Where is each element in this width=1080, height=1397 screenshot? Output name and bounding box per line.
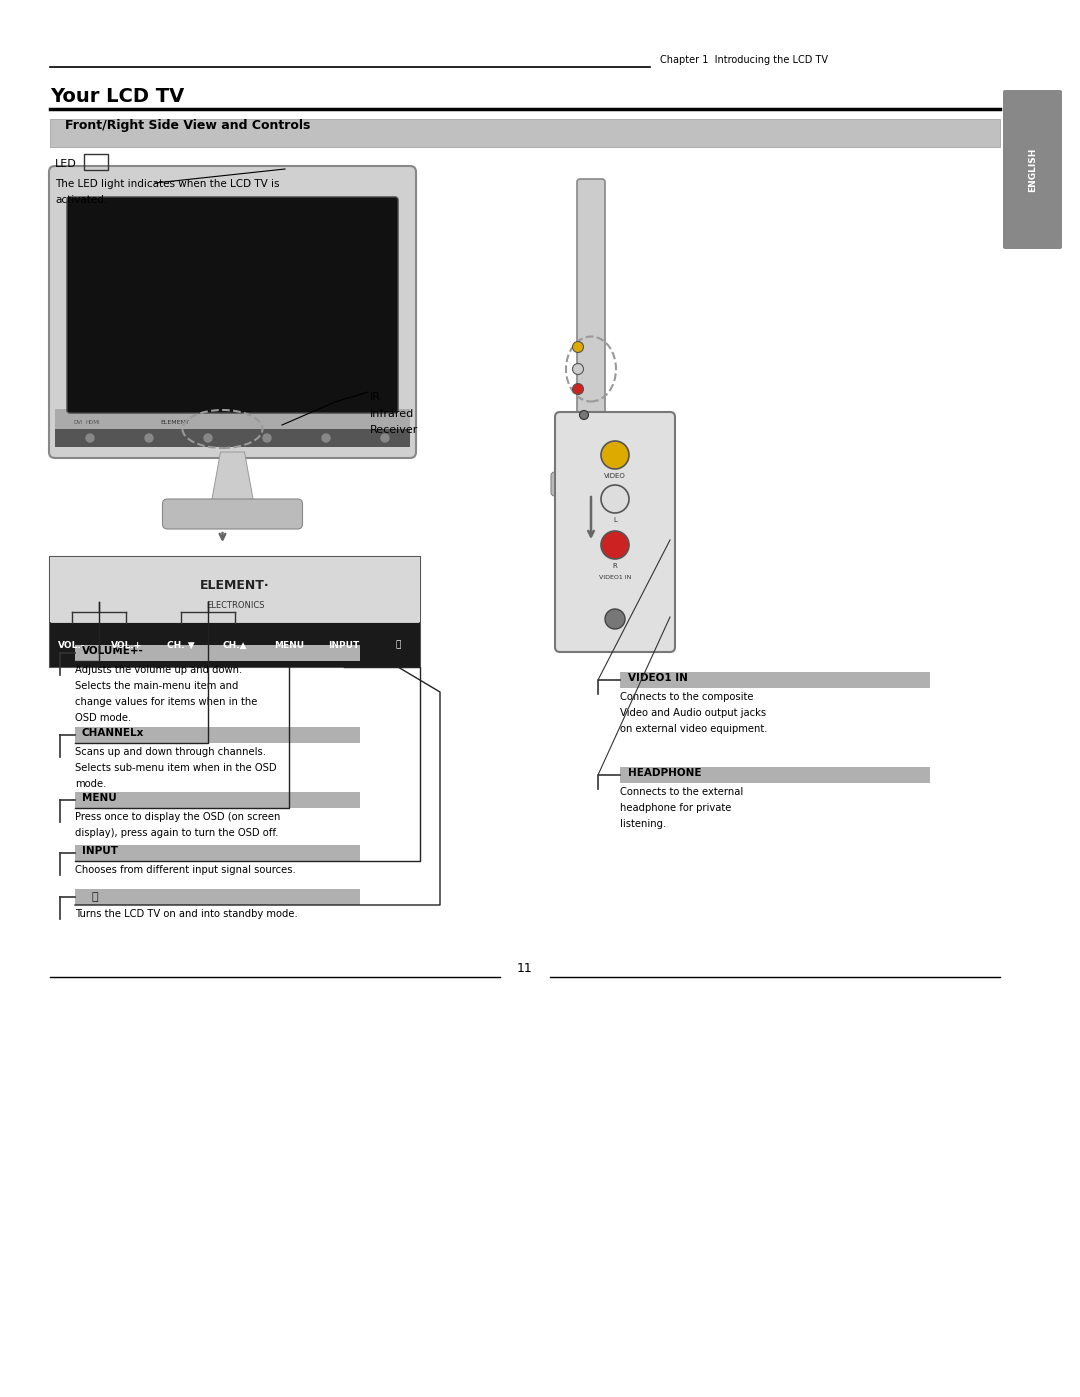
- Polygon shape: [572, 441, 610, 476]
- Circle shape: [572, 363, 583, 374]
- FancyBboxPatch shape: [620, 672, 930, 687]
- Text: Your LCD TV: Your LCD TV: [50, 87, 185, 106]
- Text: mode.: mode.: [75, 780, 106, 789]
- FancyBboxPatch shape: [75, 726, 360, 743]
- Text: IR: IR: [370, 393, 381, 402]
- FancyBboxPatch shape: [1003, 89, 1062, 249]
- Text: VOL.+: VOL.+: [110, 640, 143, 650]
- Text: L: L: [613, 517, 617, 522]
- Text: VIDEO1 IN: VIDEO1 IN: [627, 673, 688, 683]
- FancyBboxPatch shape: [75, 888, 360, 905]
- Text: Turns the LCD TV on and into standby mode.: Turns the LCD TV on and into standby mod…: [75, 909, 298, 919]
- Text: DVI: DVI: [73, 419, 82, 425]
- Text: VOL.-: VOL.-: [58, 640, 85, 650]
- Text: ELECTRONICS: ELECTRONICS: [206, 601, 265, 609]
- Circle shape: [572, 341, 583, 352]
- Circle shape: [605, 609, 625, 629]
- Text: HDMI: HDMI: [85, 419, 99, 425]
- Circle shape: [600, 531, 629, 559]
- FancyBboxPatch shape: [55, 429, 410, 447]
- Text: CH. ▼: CH. ▼: [166, 640, 194, 650]
- FancyBboxPatch shape: [50, 557, 420, 622]
- FancyBboxPatch shape: [50, 623, 420, 666]
- Text: INPUT: INPUT: [328, 640, 360, 650]
- Circle shape: [600, 441, 629, 469]
- FancyBboxPatch shape: [551, 472, 639, 496]
- FancyBboxPatch shape: [75, 792, 360, 807]
- Text: headphone for private: headphone for private: [620, 803, 731, 813]
- Text: LED: LED: [55, 159, 77, 169]
- Text: display), press again to turn the OSD off.: display), press again to turn the OSD of…: [75, 828, 279, 838]
- Circle shape: [264, 434, 271, 441]
- Text: OSD mode.: OSD mode.: [75, 712, 132, 724]
- Text: ⏻: ⏻: [395, 640, 401, 650]
- Circle shape: [381, 434, 389, 441]
- Text: Front/Right Side View and Controls: Front/Right Side View and Controls: [65, 119, 310, 131]
- FancyBboxPatch shape: [75, 645, 360, 661]
- Circle shape: [580, 411, 589, 419]
- Text: on external video equipment.: on external video equipment.: [620, 724, 768, 733]
- Text: Connects to the external: Connects to the external: [620, 787, 743, 798]
- Text: R: R: [612, 563, 618, 569]
- FancyBboxPatch shape: [620, 767, 930, 782]
- Text: activated.: activated.: [55, 196, 107, 205]
- Text: Video and Audio output jacks: Video and Audio output jacks: [620, 708, 766, 718]
- Text: CHANNELx: CHANNELx: [82, 728, 145, 738]
- FancyBboxPatch shape: [55, 409, 410, 447]
- Text: Scans up and down through channels.: Scans up and down through channels.: [75, 747, 266, 757]
- FancyBboxPatch shape: [50, 119, 1000, 147]
- Circle shape: [86, 434, 94, 441]
- Circle shape: [204, 434, 212, 441]
- FancyBboxPatch shape: [49, 166, 416, 458]
- Text: ⏻: ⏻: [92, 893, 98, 902]
- Text: Adjusts the volume up and down.: Adjusts the volume up and down.: [75, 665, 242, 675]
- Circle shape: [572, 384, 583, 394]
- Text: Selects the main-menu item and: Selects the main-menu item and: [75, 680, 239, 692]
- Text: CH.▲: CH.▲: [222, 640, 247, 650]
- Text: Chapter 1  Introducing the LCD TV: Chapter 1 Introducing the LCD TV: [660, 54, 828, 66]
- Text: 11: 11: [517, 963, 532, 975]
- Text: VIDEO: VIDEO: [604, 474, 626, 479]
- FancyBboxPatch shape: [67, 197, 399, 414]
- FancyBboxPatch shape: [555, 412, 675, 652]
- Text: Connects to the composite: Connects to the composite: [620, 692, 754, 703]
- Text: MENU: MENU: [82, 793, 117, 803]
- Text: Receiver: Receiver: [370, 425, 418, 434]
- Circle shape: [600, 485, 629, 513]
- Text: VIDEO1 IN: VIDEO1 IN: [598, 576, 631, 580]
- FancyBboxPatch shape: [162, 499, 302, 529]
- Text: ELEMENT·: ELEMENT·: [200, 578, 270, 591]
- Circle shape: [145, 434, 153, 441]
- Text: Infrared: Infrared: [370, 409, 415, 419]
- FancyBboxPatch shape: [75, 888, 360, 905]
- Text: ELEMENT: ELEMENT: [161, 419, 190, 425]
- Text: change values for items when in the: change values for items when in the: [75, 697, 257, 707]
- Text: Selects sub-menu item when in the OSD: Selects sub-menu item when in the OSD: [75, 763, 276, 773]
- Text: Chooses from different input signal sources.: Chooses from different input signal sour…: [75, 865, 296, 875]
- Text: ENGLISH: ENGLISH: [1028, 147, 1037, 191]
- Text: HEADPHONE: HEADPHONE: [627, 768, 702, 778]
- Text: VOLUME+-: VOLUME+-: [82, 645, 144, 657]
- Circle shape: [322, 434, 330, 441]
- Polygon shape: [211, 453, 255, 507]
- Text: Press once to display the OSD (on screen: Press once to display the OSD (on screen: [75, 812, 281, 821]
- Text: MENU: MENU: [274, 640, 305, 650]
- FancyBboxPatch shape: [50, 557, 420, 666]
- Text: The LED light indicates when the LCD TV is: The LED light indicates when the LCD TV …: [55, 179, 280, 189]
- FancyBboxPatch shape: [577, 179, 605, 446]
- Text: INPUT: INPUT: [82, 847, 118, 856]
- FancyBboxPatch shape: [75, 845, 360, 861]
- Text: listening.: listening.: [620, 819, 666, 828]
